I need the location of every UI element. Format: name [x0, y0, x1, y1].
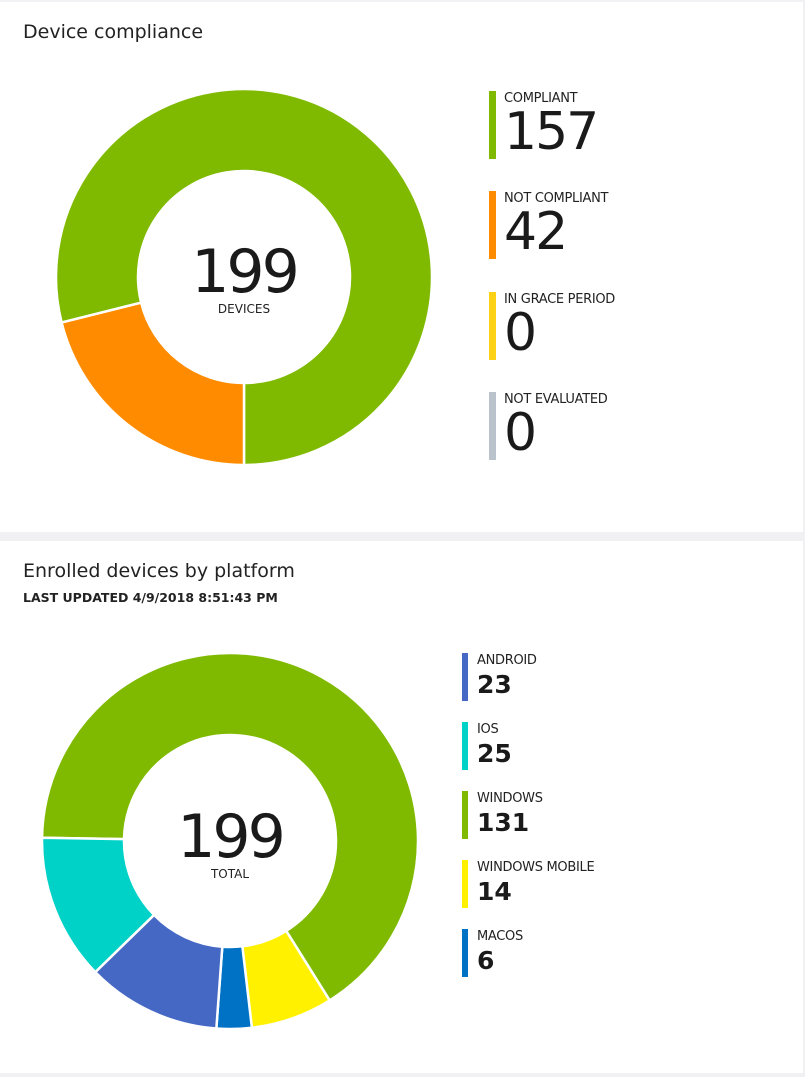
legend-label: ANDROID: [477, 653, 537, 668]
legend-color-swatch: [489, 191, 496, 259]
legend-value: 0: [504, 403, 537, 463]
legend-value: 25: [477, 739, 512, 768]
legend-color-swatch: [462, 791, 468, 839]
legend-label: WINDOWS: [477, 791, 543, 806]
legend-color-swatch: [462, 722, 468, 770]
legend-value: 42: [504, 202, 568, 262]
legend-label: COMPLIANT: [504, 91, 578, 106]
legend-color-swatch: [462, 653, 468, 701]
legend-value: 14: [477, 877, 512, 906]
legend-color-swatch: [462, 929, 468, 977]
legend-value: 23: [477, 670, 512, 699]
legend-value: 157: [504, 102, 599, 162]
device-compliance-donut[interactable]: [0, 2, 805, 532]
slice-ios[interactable]: [40, 836, 156, 974]
last-updated-text: LAST UPDATED 4/9/2018 8:51:43 PM: [23, 590, 278, 605]
slice-windows[interactable]: [40, 651, 420, 1003]
legend-color-swatch: [489, 392, 496, 460]
legend-label: NOT COMPLIANT: [504, 191, 609, 206]
slice-not-compliant[interactable]: [60, 301, 246, 467]
legend-label: WINDOWS MOBILE: [477, 860, 595, 875]
legend-color-swatch: [489, 91, 496, 159]
legend-label: NOT EVALUATED: [504, 392, 608, 407]
platform-donut[interactable]: [0, 541, 805, 1073]
device-compliance-card[interactable]: Device compliance 199 DEVICES COMPLIANT …: [0, 2, 803, 532]
legend-color-swatch: [489, 292, 496, 360]
enrolled-devices-card[interactable]: Enrolled devices by platform LAST UPDATE…: [0, 541, 803, 1073]
devices-total-value: 199: [191, 237, 300, 307]
legend-label: IN GRACE PERIOD: [504, 292, 616, 307]
device-compliance-title: Device compliance: [23, 21, 204, 43]
legend-label: MACOS: [477, 929, 523, 944]
platform-total-value: 199: [177, 802, 286, 872]
legend-label: IOS: [477, 722, 499, 737]
enrolled-devices-title: Enrolled devices by platform: [23, 560, 295, 582]
slice-compliant[interactable]: [54, 87, 434, 467]
devices-total-label: DEVICES: [217, 302, 271, 316]
donut-center: 199 TOTAL: [170, 807, 290, 881]
platform-total-label: TOTAL: [210, 867, 250, 881]
legend-value: 6: [477, 946, 495, 975]
legend-value: 0: [504, 303, 537, 363]
legend-value: 131: [477, 808, 530, 837]
donut-center: 199 DEVICES: [184, 242, 304, 316]
legend-color-swatch: [462, 860, 468, 908]
